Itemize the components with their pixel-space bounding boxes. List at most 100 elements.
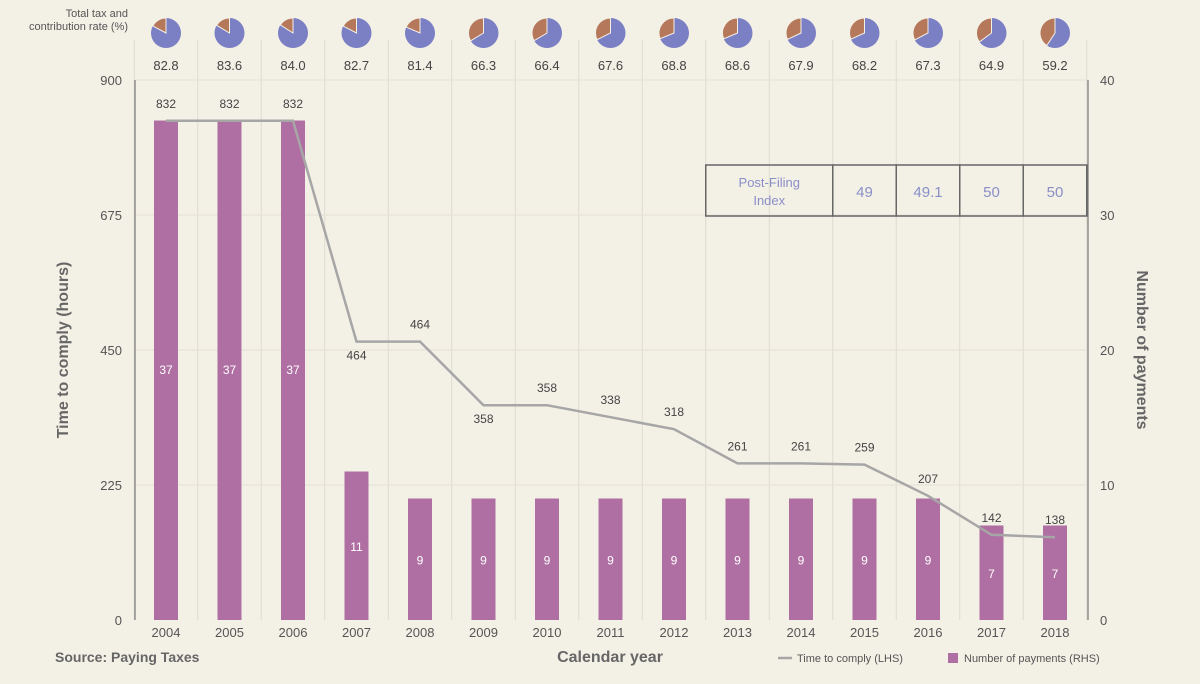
tax-rate-value: 68.8 — [661, 58, 686, 73]
bar-value-label: 37 — [159, 363, 173, 377]
x-tick-label: 2018 — [1041, 625, 1070, 640]
pie-other-slice — [342, 17, 357, 34]
bar-value-label: 11 — [350, 540, 363, 554]
y-tick-label: 0 — [115, 613, 122, 628]
tax-rate-value: 59.2 — [1042, 58, 1067, 73]
tax-rate-value: 81.4 — [407, 58, 432, 73]
x-axis-title: Calendar year — [557, 649, 663, 666]
line-value-label: 207 — [918, 472, 938, 486]
x-tick-label: 2008 — [406, 625, 435, 640]
source-note: Source: Paying Taxes — [55, 649, 200, 665]
post-filing-value: 49 — [856, 184, 873, 201]
bar-value-label: 9 — [925, 553, 932, 567]
legend-line-label: Time to comply (LHS) — [797, 653, 903, 665]
pie-other-slice — [279, 17, 294, 34]
bar-payments — [725, 498, 750, 620]
tax-rate-value: 67.6 — [598, 58, 623, 73]
bar-payments — [979, 525, 1004, 620]
bar-payments — [598, 498, 623, 620]
tax-rate-value: 67.9 — [788, 58, 813, 73]
tax-rate-value: 68.2 — [852, 58, 877, 73]
pie-other-slice — [531, 17, 548, 42]
x-tick-label: 2014 — [787, 625, 816, 640]
line-value-label: 259 — [854, 441, 874, 455]
tax-rate-label-line2: contribution rate (%) — [29, 21, 128, 33]
tax-rate-value: 83.6 — [217, 58, 242, 73]
line-value-label: 464 — [346, 349, 366, 363]
bar-value-label: 9 — [798, 553, 805, 567]
bar-payments — [217, 120, 242, 620]
y-tick-label: 675 — [100, 208, 122, 223]
post-filing-cell — [1022, 164, 1088, 217]
tax-rate-value: 82.7 — [344, 58, 369, 73]
bar-payments — [1043, 525, 1067, 620]
y2-tick-label: 20 — [1100, 343, 1114, 358]
tax-rate-value: 64.9 — [979, 58, 1004, 73]
x-tick-label: 2012 — [660, 625, 689, 640]
y2-tick-label: 30 — [1100, 208, 1114, 223]
pie-other-slice — [722, 17, 738, 40]
x-tick-label: 2017 — [977, 625, 1006, 640]
bar-value-label: 9 — [417, 553, 424, 567]
post-filing-value: 49.1 — [913, 184, 942, 201]
post-filing-value: 50 — [983, 184, 1000, 201]
legend-bar-label: Number of payments (RHS) — [964, 653, 1100, 665]
tax-rate-label-line1: Total tax and — [66, 8, 128, 20]
line-value-label: 358 — [537, 381, 557, 395]
x-tick-label: 2007 — [342, 625, 371, 640]
bar-payments — [154, 120, 178, 620]
line-value-label: 358 — [473, 412, 493, 426]
bar-value-label: 37 — [223, 363, 237, 377]
post-filing-value: 50 — [1047, 184, 1064, 201]
line-value-label: 142 — [981, 511, 1001, 525]
y-tick-label: 225 — [100, 478, 122, 493]
y2-tick-label: 0 — [1100, 613, 1107, 628]
pie-other-slice — [468, 17, 484, 42]
post-filing-label-line1: Post-Filing — [739, 175, 800, 190]
pie-other-slice — [849, 17, 865, 40]
tax-rate-value: 82.8 — [153, 58, 178, 73]
y-tick-label: 450 — [100, 343, 122, 358]
line-value-label: 138 — [1045, 513, 1065, 527]
x-tick-label: 2004 — [152, 625, 181, 640]
pie-other-slice — [405, 17, 421, 34]
legend-bar-swatch — [948, 653, 958, 663]
bar-payments — [662, 498, 686, 620]
pie-other-slice — [1039, 17, 1056, 47]
bar-value-label: 9 — [480, 553, 487, 567]
line-value-label: 832 — [219, 97, 239, 111]
bar-payments — [916, 498, 940, 620]
bar-payments — [535, 498, 559, 620]
bar-value-label: 7 — [1052, 567, 1059, 581]
bar-payments — [281, 120, 305, 620]
bar-value-label: 9 — [861, 553, 868, 567]
x-tick-label: 2016 — [914, 625, 943, 640]
pie-other-slice — [912, 17, 929, 41]
bar-value-label: 9 — [734, 553, 741, 567]
x-tick-label: 2005 — [215, 625, 244, 640]
tax-rate-value: 68.6 — [725, 58, 750, 73]
x-tick-label: 2009 — [469, 625, 498, 640]
line-value-label: 338 — [600, 393, 620, 407]
x-tick-label: 2011 — [597, 625, 625, 640]
x-tick-label: 2006 — [279, 625, 308, 640]
y2-tick-label: 10 — [1100, 478, 1114, 493]
line-value-label: 832 — [283, 97, 303, 111]
post-filing-label-line2: Index — [753, 193, 785, 208]
x-tick-label: 2013 — [723, 625, 752, 640]
line-value-label: 832 — [156, 97, 176, 111]
x-tick-label: 2015 — [850, 625, 879, 640]
y-axis-title: Time to comply (hours) — [55, 262, 72, 439]
tax-rate-value: 66.4 — [534, 58, 559, 73]
bar-value-label: 9 — [544, 553, 551, 567]
bar-payments — [789, 498, 813, 620]
y2-axis-title: Number of payments — [1133, 270, 1150, 429]
bar-payments — [852, 498, 877, 620]
pie-other-slice — [976, 17, 992, 43]
pie-other-slice — [595, 17, 611, 41]
bar-value-label: 7 — [988, 567, 995, 581]
line-value-label: 261 — [791, 439, 811, 453]
line-value-label: 464 — [410, 318, 430, 332]
